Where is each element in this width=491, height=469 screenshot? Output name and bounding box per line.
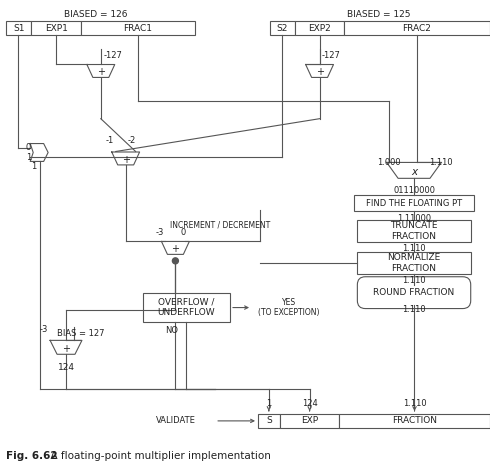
Text: A floating-point multiplier implementation: A floating-point multiplier implementati… [44, 451, 271, 461]
Text: 1: 1 [266, 400, 272, 408]
Text: +: + [97, 68, 105, 77]
Text: NORMALIZE
FRACTION: NORMALIZE FRACTION [387, 253, 440, 272]
Text: -127: -127 [322, 51, 341, 60]
Text: -3: -3 [40, 325, 48, 334]
Text: YES
(TO EXCEPTION): YES (TO EXCEPTION) [258, 298, 320, 317]
Text: S2: S2 [276, 24, 288, 33]
Text: Fig. 6.62: Fig. 6.62 [6, 451, 58, 461]
Text: 1.110: 1.110 [429, 158, 453, 167]
Text: INCREMENT / DECREMENT: INCREMENT / DECREMENT [170, 220, 270, 229]
Text: TRUNCATE
FRACTION: TRUNCATE FRACTION [390, 221, 438, 241]
Text: FRAC1: FRAC1 [124, 24, 153, 33]
Text: 1.110: 1.110 [402, 276, 426, 285]
Text: FRACTION: FRACTION [392, 416, 437, 425]
Text: FIND THE FLOATING PT: FIND THE FLOATING PT [366, 199, 462, 208]
Text: BIASED = 125: BIASED = 125 [348, 10, 411, 19]
Text: S: S [266, 416, 272, 425]
Text: 1: 1 [31, 162, 37, 171]
FancyBboxPatch shape [357, 252, 471, 274]
Text: 1: 1 [26, 153, 31, 162]
Text: S1: S1 [13, 24, 25, 33]
FancyBboxPatch shape [81, 21, 195, 35]
Text: BIASED = 126: BIASED = 126 [64, 10, 128, 19]
Text: OVERFLOW /
UNDERFLOW: OVERFLOW / UNDERFLOW [158, 298, 215, 317]
FancyBboxPatch shape [142, 293, 230, 323]
Text: -1: -1 [106, 136, 114, 145]
Circle shape [172, 258, 178, 264]
FancyBboxPatch shape [355, 195, 474, 211]
FancyBboxPatch shape [295, 21, 345, 35]
Text: 1.000: 1.000 [378, 158, 401, 167]
FancyBboxPatch shape [258, 414, 280, 428]
Text: +: + [171, 244, 179, 254]
Text: 01110000: 01110000 [393, 186, 435, 195]
Text: EXP: EXP [301, 416, 318, 425]
Text: NO: NO [165, 326, 178, 335]
FancyBboxPatch shape [357, 220, 471, 242]
Text: x: x [411, 167, 417, 177]
FancyBboxPatch shape [339, 414, 490, 428]
Text: 0: 0 [181, 227, 186, 236]
Text: EXP2: EXP2 [308, 24, 331, 33]
FancyBboxPatch shape [6, 21, 31, 35]
Text: -3: -3 [155, 227, 164, 236]
Text: +: + [316, 68, 324, 77]
FancyBboxPatch shape [31, 21, 81, 35]
FancyBboxPatch shape [280, 414, 339, 428]
Text: 1.110: 1.110 [403, 400, 426, 408]
Text: 124: 124 [57, 363, 75, 372]
Text: +: + [122, 155, 130, 165]
Text: FRAC2: FRAC2 [403, 24, 432, 33]
Text: -127: -127 [103, 51, 122, 60]
Text: ROUND FRACTION: ROUND FRACTION [374, 288, 455, 297]
Text: VALIDATE: VALIDATE [156, 416, 195, 425]
Text: EXP1: EXP1 [45, 24, 68, 33]
Text: 1.110: 1.110 [402, 305, 426, 314]
FancyBboxPatch shape [357, 277, 471, 309]
Text: 1.110: 1.110 [402, 244, 426, 253]
FancyBboxPatch shape [345, 21, 490, 35]
Text: 124: 124 [302, 400, 318, 408]
Text: 0: 0 [26, 143, 31, 152]
Text: -2: -2 [128, 136, 136, 145]
Text: +: + [62, 344, 70, 354]
FancyBboxPatch shape [270, 21, 295, 35]
Text: 1.11000: 1.11000 [397, 213, 431, 223]
Text: BIAS = 127: BIAS = 127 [57, 329, 105, 338]
